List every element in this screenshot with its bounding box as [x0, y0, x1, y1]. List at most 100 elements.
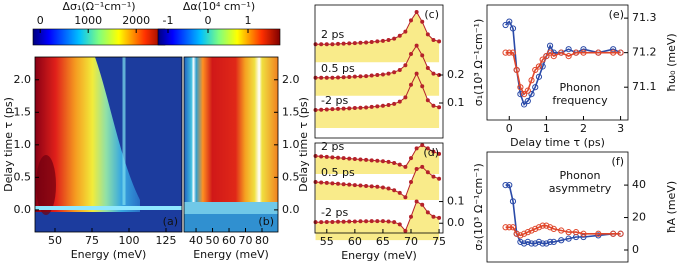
data-point: [386, 102, 391, 107]
data-point: [543, 240, 550, 247]
data-point: [336, 106, 341, 111]
x-tick-label: 2: [580, 122, 587, 135]
data-point: [403, 164, 408, 169]
data-point: [324, 75, 329, 80]
data-point: [524, 229, 531, 236]
data-point: [330, 155, 335, 160]
data-point: [431, 103, 436, 108]
data-point: [330, 219, 335, 224]
data-point: [358, 157, 363, 162]
data-point: [392, 101, 397, 106]
series-label: 2 ps: [321, 140, 344, 153]
data-point: [524, 87, 531, 94]
x-tick-label: 50: [206, 234, 220, 247]
data-point: [347, 182, 352, 187]
data-point: [397, 33, 402, 38]
colorbar-tick-label: 2000: [122, 14, 150, 27]
data-point: [380, 72, 385, 77]
data-point: [313, 75, 318, 80]
x-tick-label: 55: [320, 235, 334, 248]
data-point: [392, 160, 397, 165]
x-tick-label: 40: [189, 234, 203, 247]
data-point: [414, 146, 419, 151]
y2-tick-label: 1.5: [282, 105, 300, 118]
data-point: [580, 230, 587, 237]
x-tick-label: 0: [506, 122, 513, 135]
y2-tick-label: 71.3: [632, 11, 657, 24]
data-point: [409, 156, 413, 161]
data-point: [414, 199, 419, 204]
data-point: [341, 106, 346, 111]
data-point: [347, 41, 352, 46]
x-tick-label: 3: [617, 122, 624, 135]
data-point: [414, 10, 419, 14]
colorbar-label: Δα(10⁴ cm⁻¹): [183, 0, 255, 13]
data-point: [437, 151, 442, 156]
data-point: [610, 46, 617, 53]
data-point: [352, 74, 357, 79]
data-point: [341, 219, 346, 224]
plot-frame: [486, 4, 629, 121]
y2-tick-label: 20: [632, 211, 646, 224]
data-point: [358, 40, 363, 45]
data-point: [341, 75, 346, 80]
y-tick-label: 0.5: [14, 170, 32, 183]
data-point: [539, 240, 546, 247]
area-fill: [315, 12, 440, 63]
y2-tick-label: 0.0: [447, 216, 465, 229]
data-point: [352, 219, 357, 224]
x-tick-label: 65: [376, 235, 390, 248]
data-point: [572, 229, 580, 236]
data-point: [386, 71, 391, 76]
x-axis-label: Energy (meV): [71, 248, 147, 261]
data-point: [565, 229, 572, 236]
area-fill: [315, 145, 440, 175]
annotation: asymmetry: [549, 182, 612, 195]
area-fill: [315, 73, 440, 128]
x-tick-label: 60: [222, 234, 236, 247]
data-point: [546, 224, 554, 231]
data-point: [403, 63, 408, 68]
data-point: [392, 70, 397, 75]
colorbar-tick-label: 1000: [74, 14, 102, 27]
plot-frame: [314, 142, 444, 234]
data-point: [336, 75, 341, 80]
data-point: [392, 188, 397, 193]
data-point: [341, 156, 346, 161]
data-point: [610, 49, 617, 56]
data-point: [535, 63, 543, 70]
data-point: [524, 97, 531, 105]
series-label: 2 ps: [321, 28, 344, 41]
data-point: [369, 219, 374, 224]
data-point: [532, 84, 539, 91]
data-point: [347, 219, 352, 224]
data-point: [580, 46, 587, 53]
data-point: [550, 238, 557, 245]
x-axis-label: Energy (meV): [341, 249, 417, 262]
data-point: [532, 240, 539, 247]
colorbar-tick-label: 0: [37, 14, 44, 27]
heatmap-b-image: [184, 57, 278, 232]
y-axis-label: σ₁(10³ Ω⁻¹cm⁻¹): [472, 19, 485, 106]
data-point: [513, 230, 520, 237]
data-point: [546, 49, 554, 56]
data-point: [420, 53, 425, 58]
data-point: [358, 219, 363, 224]
data-point: [397, 222, 402, 227]
data-point: [313, 108, 318, 112]
area-fill: [315, 201, 440, 241]
data-point: [403, 95, 408, 100]
x-tick-label: 80: [255, 234, 269, 247]
y2-tick-label: 0.0: [282, 203, 300, 216]
colorbar-tick-label: -1: [163, 14, 174, 27]
series-label: -2 ps: [321, 206, 348, 219]
data-point: [369, 39, 374, 44]
data-point: [558, 49, 565, 56]
y-tick-label: 2.0: [14, 73, 32, 86]
data-point: [375, 219, 380, 224]
data-point: [386, 159, 391, 164]
data-point: [369, 73, 374, 78]
x-tick-label: 70: [404, 235, 418, 248]
data-point: [364, 157, 369, 162]
panel-label: (f): [612, 155, 624, 168]
